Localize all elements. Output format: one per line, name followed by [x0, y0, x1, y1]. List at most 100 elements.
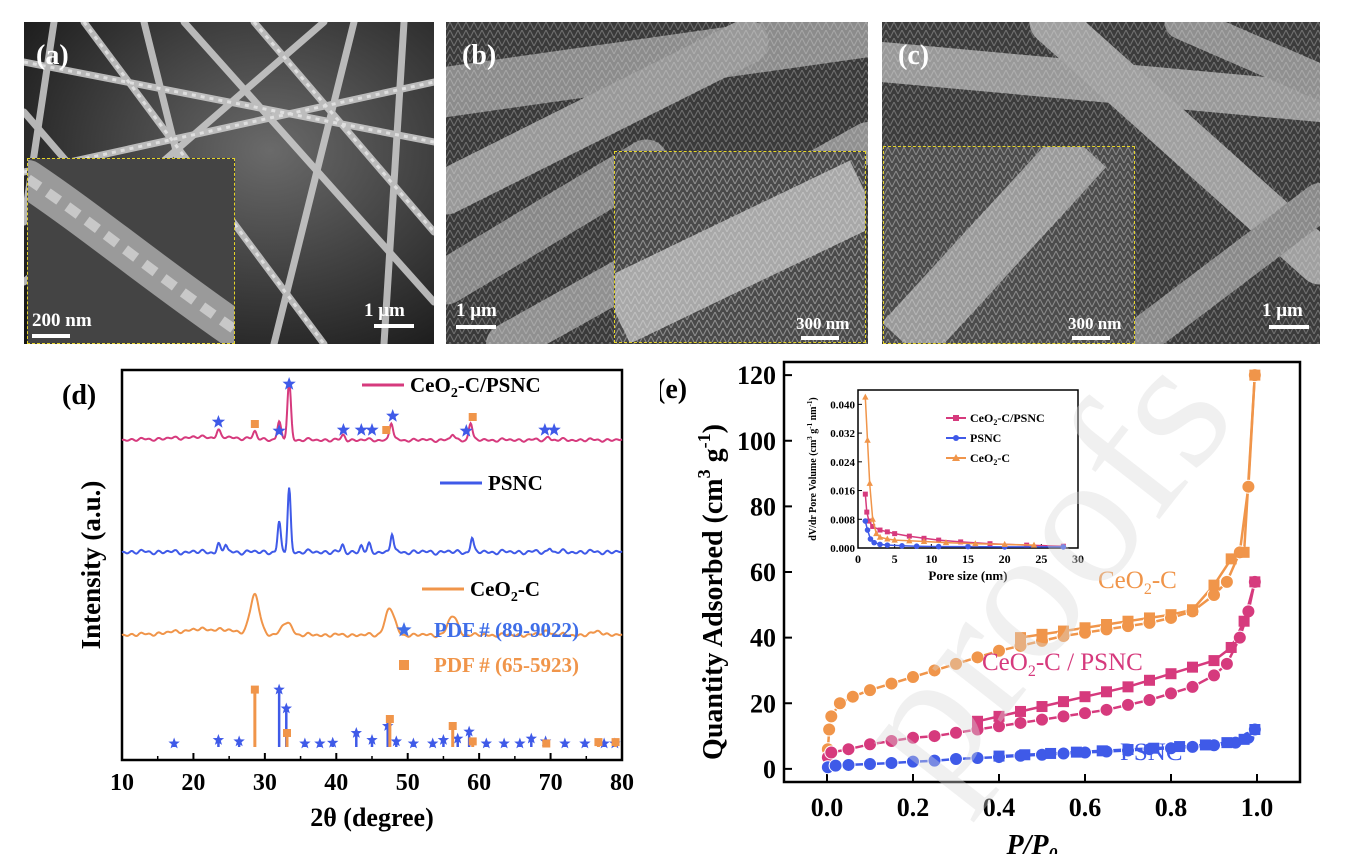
- pdf-89-9022-star-9: [366, 734, 378, 745]
- xrd-xtick-label-2: 30: [253, 770, 277, 796]
- pdf-89-9022-star-19: [514, 737, 526, 749]
- inset-point-1-7: [913, 543, 920, 550]
- inset-legend-marker-1: [953, 435, 959, 441]
- pdf-89-9022-star-12: [407, 737, 420, 749]
- inset-xtick-label-3: 15: [962, 552, 974, 566]
- iso-adsorption-point-1-3: [863, 737, 877, 752]
- inset-yaxis-label-mid: g: [808, 429, 819, 437]
- iso-desorption-point-1-0: [1249, 576, 1261, 588]
- xrd-peak-square-2: [468, 413, 477, 421]
- inset-legend-label-main-1: PSNC: [970, 431, 1001, 445]
- iso-series-label-rest-1: -C / PSNC: [1036, 649, 1143, 676]
- inset-point-1-6: [899, 543, 905, 549]
- iso-desorption-point-0-11: [1036, 628, 1048, 640]
- iso-desorption-point-0-5: [1165, 609, 1177, 621]
- iso-desorption-point-1-10: [1058, 696, 1069, 708]
- iso-adsorption-point-2-12: [1056, 746, 1071, 761]
- iso-series-label-main-0: CeO: [1098, 567, 1144, 594]
- inset-ytick-label-4: 0.032: [830, 428, 855, 440]
- iso-desorption-point-1-1: [1238, 615, 1250, 627]
- scale-label-main-a: 1 μm: [364, 300, 405, 321]
- iso-adsorption-point-2-8: [970, 751, 985, 766]
- inset-legend-label-main-0: CeO: [970, 411, 993, 425]
- scale-label-inset-b: 300 nm: [796, 314, 850, 333]
- iso-adsorption-point-0-11: [992, 643, 1006, 658]
- iso-ytick-label-3: 60: [750, 558, 776, 587]
- iso-desorption-point-2-3: [1199, 739, 1211, 751]
- iso-desorption-point-0-9: [1079, 622, 1091, 634]
- xrd-peak-star-3: [336, 423, 351, 436]
- iso-adsorption-point-2-2: [841, 757, 856, 772]
- inset-legend-label-2: CeO2-C: [970, 451, 1010, 467]
- pdf-89-9022-star-14: [437, 734, 450, 745]
- scale-label-main-c: 1 μm: [1262, 300, 1303, 321]
- xrd-xtick-label-5: 60: [467, 770, 491, 796]
- pdf-89-9022-star-0: [168, 737, 180, 749]
- iso-series-label-2: PSNC: [1120, 739, 1183, 766]
- inset-point-2-5: [876, 533, 884, 540]
- inset-xaxis-label: Pore size (nm): [928, 568, 1007, 583]
- inset-point-2-3: [869, 515, 876, 522]
- iso-adsorption-point-0-6: [884, 676, 899, 691]
- pdf-89-9022-star-1: [212, 734, 225, 745]
- iso-adsorption-point-0-7: [906, 670, 920, 684]
- inset-point-0-10: [958, 539, 964, 545]
- iso-adsorption-point-1-11: [1035, 712, 1049, 727]
- pdf-89-9022-star-4: [280, 702, 292, 714]
- iso-adsorption-point-1-10: [1013, 715, 1028, 730]
- iso-desorption-point-2-0: [1249, 724, 1261, 735]
- iso-desorption-point-0-1: [1238, 546, 1250, 558]
- inset-ytick-label-5: 0.040: [830, 399, 855, 411]
- xrd-yaxis-label: Intensity (a.u.): [76, 481, 106, 650]
- inset-legend-label-1: PSNC: [970, 431, 1001, 445]
- xrd-legend-label-rest-2: -C: [518, 577, 540, 601]
- inset-point-1-9: [965, 543, 971, 550]
- pdf-89-9022-star-18: [498, 737, 510, 749]
- iso-desorption-point-1-9: [1079, 691, 1091, 703]
- iso-adsorption-point-2-5: [906, 754, 920, 769]
- iso-adsorption-point-2-3: [863, 756, 877, 771]
- xrd-peak-star-2: [282, 377, 296, 390]
- xrd-legend-label-1: PSNC: [488, 471, 543, 495]
- inset-point-2-10: [942, 539, 950, 546]
- ref-legend-text-1: PDF # (65-5923): [434, 653, 579, 677]
- panel-label-a: (a): [36, 40, 69, 71]
- xrd-peak-star-4: [354, 423, 368, 436]
- iso-yaxis-label-sup: 3: [694, 469, 714, 478]
- iso-adsorption-point-1-18: [1185, 679, 1200, 694]
- inset-yaxis-label-sup2: -1: [806, 422, 814, 428]
- inset-point-2-8: [906, 537, 913, 544]
- iso-xtick-label-2: 0.4: [983, 793, 1016, 822]
- iso-desorption-point-1-14: [972, 715, 983, 727]
- inset-legend-label-sub-2: 2: [993, 458, 997, 467]
- xrd-legend-label-sub-0: 2: [451, 386, 458, 401]
- xrd-xtick-label-3: 40: [324, 770, 348, 796]
- iso-adsorption-point-1-6: [927, 729, 942, 744]
- pdf-89-9022-star-13: [427, 737, 439, 749]
- inset-point-0-1: [864, 509, 870, 515]
- xrd-legend-label-sub-2: 2: [511, 590, 518, 605]
- iso-adsorption-point-0-9: [949, 656, 963, 671]
- scale-bar-inset-c: [1072, 336, 1110, 340]
- iso-desorption-point-0-0: [1249, 369, 1261, 381]
- sem-panel-b: (b) 1 μm 300 nm: [446, 22, 868, 344]
- inset-point-2-13: [1030, 541, 1038, 548]
- pdf-89-9022-star-17: [480, 737, 492, 749]
- iso-adsorption-point-1-5: [906, 730, 920, 745]
- xrd-peak-star-7: [459, 424, 473, 437]
- inset-legend-label-sub-0: 2: [993, 418, 997, 427]
- iso-adsorption-point-1-21: [1232, 630, 1247, 645]
- pdf-65-5923-square-3: [448, 722, 457, 730]
- iso-desorption-point-1-12: [1015, 705, 1026, 717]
- xrd-peak-star-5: [365, 423, 379, 436]
- iso-desorption-point-1-4: [1187, 661, 1198, 673]
- iso-desorption-point-2-10: [1019, 749, 1031, 761]
- inset-point-2-0: [862, 393, 869, 400]
- xrd-series-line-0: [121, 381, 623, 444]
- iso-xaxis-label-main: P/P: [1006, 830, 1050, 854]
- inset-xtick-label-6: 30: [1072, 552, 1084, 566]
- scale-bar-inset-b: [801, 336, 839, 340]
- iso-adsorption-point-0-24: [1241, 479, 1256, 494]
- iso-adsorption-point-0-4: [845, 689, 860, 704]
- ref-legend-star: [396, 622, 412, 637]
